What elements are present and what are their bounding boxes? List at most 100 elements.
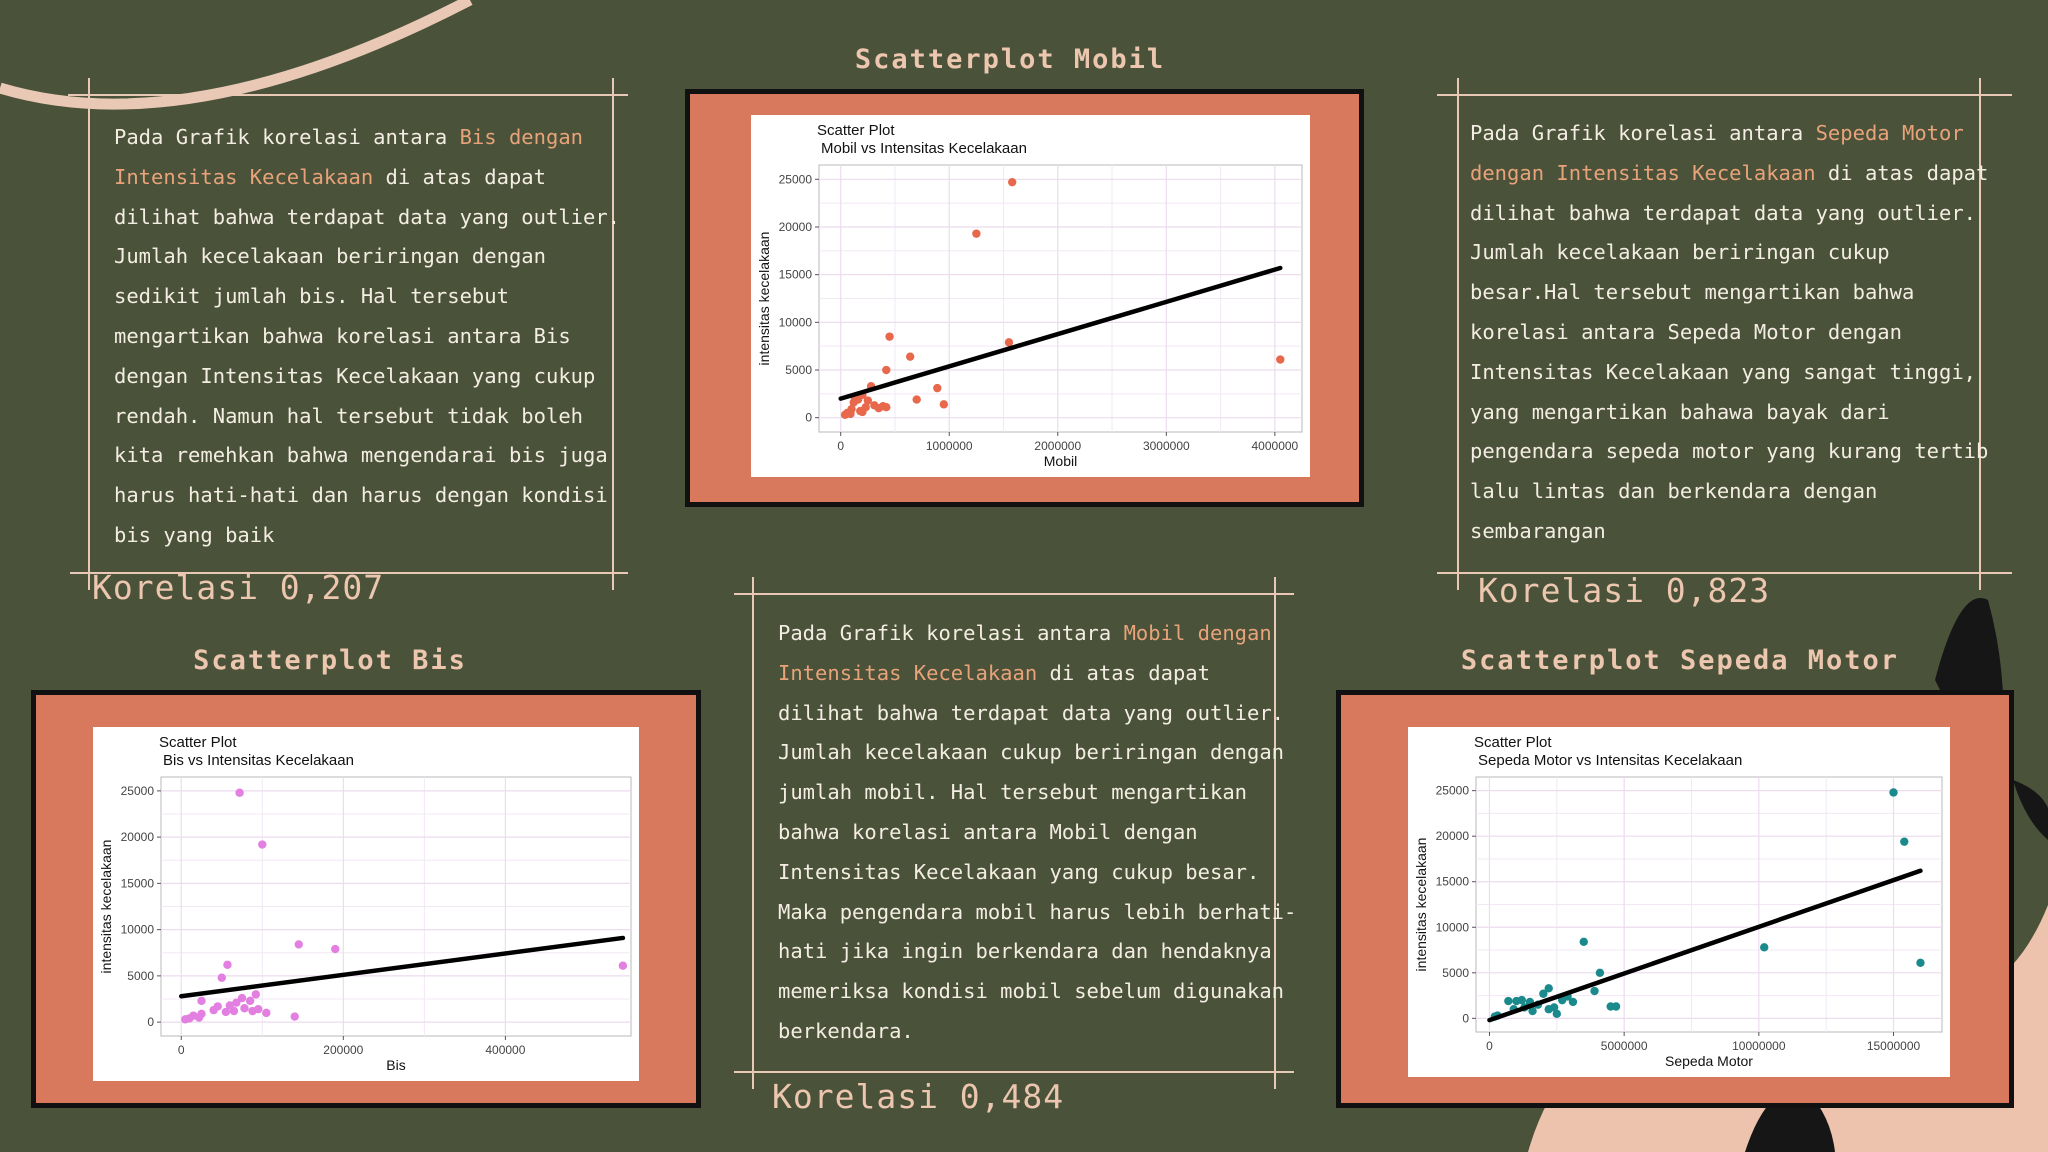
data-point xyxy=(912,395,921,404)
data-point xyxy=(1760,943,1769,952)
data-point xyxy=(181,1015,190,1024)
y-tick-label: 15000 xyxy=(1436,875,1470,889)
data-point xyxy=(194,1013,204,1022)
trend-line xyxy=(838,265,1283,401)
y-tick-label: 0 xyxy=(147,1015,154,1029)
x-tick-label: 4000000 xyxy=(1252,439,1299,453)
data-point xyxy=(1916,958,1925,967)
data-point xyxy=(905,352,915,361)
chart-subtitle: Mobil vs Intensitas Kecelakaan xyxy=(821,140,1027,157)
y-tick-label: 25000 xyxy=(779,172,813,186)
data-point xyxy=(1512,996,1521,1006)
data-point xyxy=(1568,997,1578,1007)
y-tick-label: 0 xyxy=(805,411,812,425)
frame-bis xyxy=(68,78,628,590)
body-text: Pada Grafik korelasi antara xyxy=(114,125,460,149)
data-point xyxy=(232,998,241,1007)
data-point xyxy=(331,944,340,954)
x-axis-label: Bis xyxy=(386,1057,405,1073)
chart-box-mobil: Scatter Plot Mobil vs Intensitas Kecelaka… xyxy=(685,89,1364,507)
x-tick-label: 10000000 xyxy=(1732,1039,1786,1053)
y-tick-label: 0 xyxy=(1462,1011,1469,1025)
data-point xyxy=(939,400,949,409)
chart-title: Scatter Plot xyxy=(1474,734,1552,751)
data-point xyxy=(1552,1009,1562,1018)
x-tick-label: 0 xyxy=(1486,1039,1493,1053)
data-point xyxy=(1590,986,1599,996)
frame-mobil xyxy=(734,577,1294,1089)
paragraph-motor: Pada Grafik korelasi antara Sepeda Motor… xyxy=(1470,114,2010,552)
data-point xyxy=(863,396,873,405)
korelasi-mobil: Korelasi 0,484 xyxy=(772,1077,1065,1116)
data-point xyxy=(209,1005,218,1015)
x-tick-label: 0 xyxy=(178,1043,185,1057)
y-tick-label: 20000 xyxy=(1436,829,1470,843)
data-point xyxy=(251,990,261,999)
data-point xyxy=(223,960,232,969)
highlight-text: Sepeda Motor xyxy=(1815,121,1964,145)
paragraph-mobil: Pada Grafik korelasi antara Mobil dengan… xyxy=(778,614,1298,1052)
x-tick-label: 0 xyxy=(837,439,844,453)
chart-title: Scatter Plot xyxy=(159,734,237,751)
x-tick-label: 200000 xyxy=(323,1043,363,1057)
y-tick-label: 15000 xyxy=(779,268,813,282)
data-point xyxy=(1004,338,1014,347)
y-tick-label: 5000 xyxy=(785,363,812,377)
chart-title: Scatter Plot xyxy=(817,122,895,139)
data-point xyxy=(882,365,891,375)
data-point xyxy=(1544,1005,1553,1014)
y-axis-label: intensitas kecelakaan xyxy=(98,840,114,974)
y-tick-label: 20000 xyxy=(121,830,155,844)
data-point xyxy=(229,1006,239,1016)
chart-subtitle: Bis vs Intensitas Kecelakaan xyxy=(163,752,354,769)
title-scatterplot-mobil: Scatterplot Mobil xyxy=(854,44,1166,75)
data-point xyxy=(237,993,247,1003)
data-point xyxy=(1008,177,1017,187)
y-tick-label: 25000 xyxy=(121,784,155,798)
data-point xyxy=(1504,996,1513,1006)
data-point xyxy=(1889,788,1898,797)
highlight-text: Bis dengan xyxy=(459,125,583,149)
decorative-leaf-edge xyxy=(2013,780,2048,840)
y-tick-label: 10000 xyxy=(121,923,155,937)
data-point xyxy=(1544,984,1553,993)
highlight-text: dengan Intensitas Kecelakaan xyxy=(1470,160,1816,185)
data-point xyxy=(1595,968,1605,978)
x-tick-label: 5000000 xyxy=(1601,1039,1648,1053)
chart-box-motor: Scatter Plot Sepeda Motor vs Intensitas K… xyxy=(1336,690,2014,1108)
body-text: di atas dapat dilihat bahwa terdapat dat… xyxy=(778,660,1297,1043)
body-text: di atas dapat dilihat bahwa terdapat dat… xyxy=(1470,160,1989,543)
chart-subtitle: Sepeda Motor vs Intensitas Kecelakaan xyxy=(1478,752,1742,769)
data-point xyxy=(235,788,244,797)
x-axis-label: Mobil xyxy=(1044,453,1077,469)
korelasi-motor: Korelasi 0,823 xyxy=(1478,571,1771,610)
x-tick-label: 400000 xyxy=(485,1043,525,1057)
data-point xyxy=(1539,989,1548,998)
y-axis-label: intensitas kecelakaan xyxy=(1413,838,1429,972)
data-point xyxy=(1528,1006,1537,1016)
highlight-text: Intensitas Kecelakaan xyxy=(778,660,1038,685)
x-tick-label: 1000000 xyxy=(926,439,973,453)
data-point xyxy=(618,961,628,970)
frame-motor xyxy=(1437,78,2012,590)
data-point xyxy=(1276,355,1285,364)
y-tick-label: 5000 xyxy=(1442,966,1469,980)
data-point xyxy=(1611,1002,1621,1011)
y-tick-label: 5000 xyxy=(127,969,154,983)
data-point xyxy=(1579,937,1588,947)
data-point xyxy=(882,403,891,412)
chart-box-bis: Scatter Plot Bis vs Intensitas Kecelakaan… xyxy=(31,690,701,1108)
x-tick-label: 15000000 xyxy=(1867,1039,1921,1053)
x-tick-label: 2000000 xyxy=(1034,439,1081,453)
data-point xyxy=(217,973,226,982)
data-point xyxy=(885,332,894,341)
data-point xyxy=(853,395,863,404)
y-axis-label: intensitas kecelakaan xyxy=(756,232,772,366)
data-point xyxy=(240,1004,249,1013)
title-scatterplot-bis: Scatterplot Bis xyxy=(193,645,467,676)
data-point xyxy=(1900,837,1909,846)
y-tick-label: 10000 xyxy=(1436,920,1470,934)
data-point xyxy=(858,407,867,417)
